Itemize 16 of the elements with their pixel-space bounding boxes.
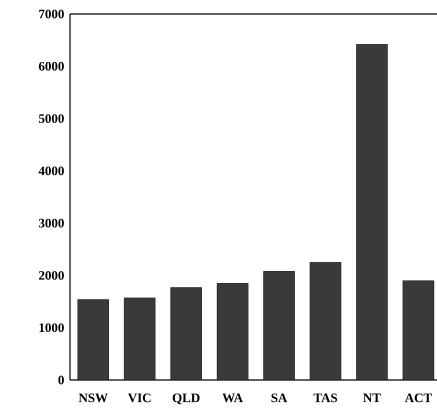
- x-tick-label: TAS: [314, 394, 338, 402]
- x-tick-label: WA: [222, 394, 243, 402]
- y-tick-label: 6000: [38, 62, 64, 71]
- y-tick-label: 3000: [38, 218, 64, 228]
- y-tick-label: 7000: [39, 10, 64, 18]
- x-tick-label: NT: [363, 394, 381, 402]
- x-tick-label: VIC: [128, 394, 151, 402]
- x-tick-label: ACT: [404, 394, 432, 402]
- y-tick-label: 1000: [39, 323, 64, 332]
- x-tick-label: NSW: [78, 394, 108, 402]
- x-tick-label: SA: [271, 394, 288, 402]
- x-tick-label: QLD: [172, 394, 200, 404]
- y-tick-label: 5000: [38, 114, 64, 123]
- y-tick-label: 4000: [38, 166, 64, 176]
- y-tick-label: 0: [58, 376, 64, 384]
- y-tick-label: 2000: [39, 271, 64, 280]
